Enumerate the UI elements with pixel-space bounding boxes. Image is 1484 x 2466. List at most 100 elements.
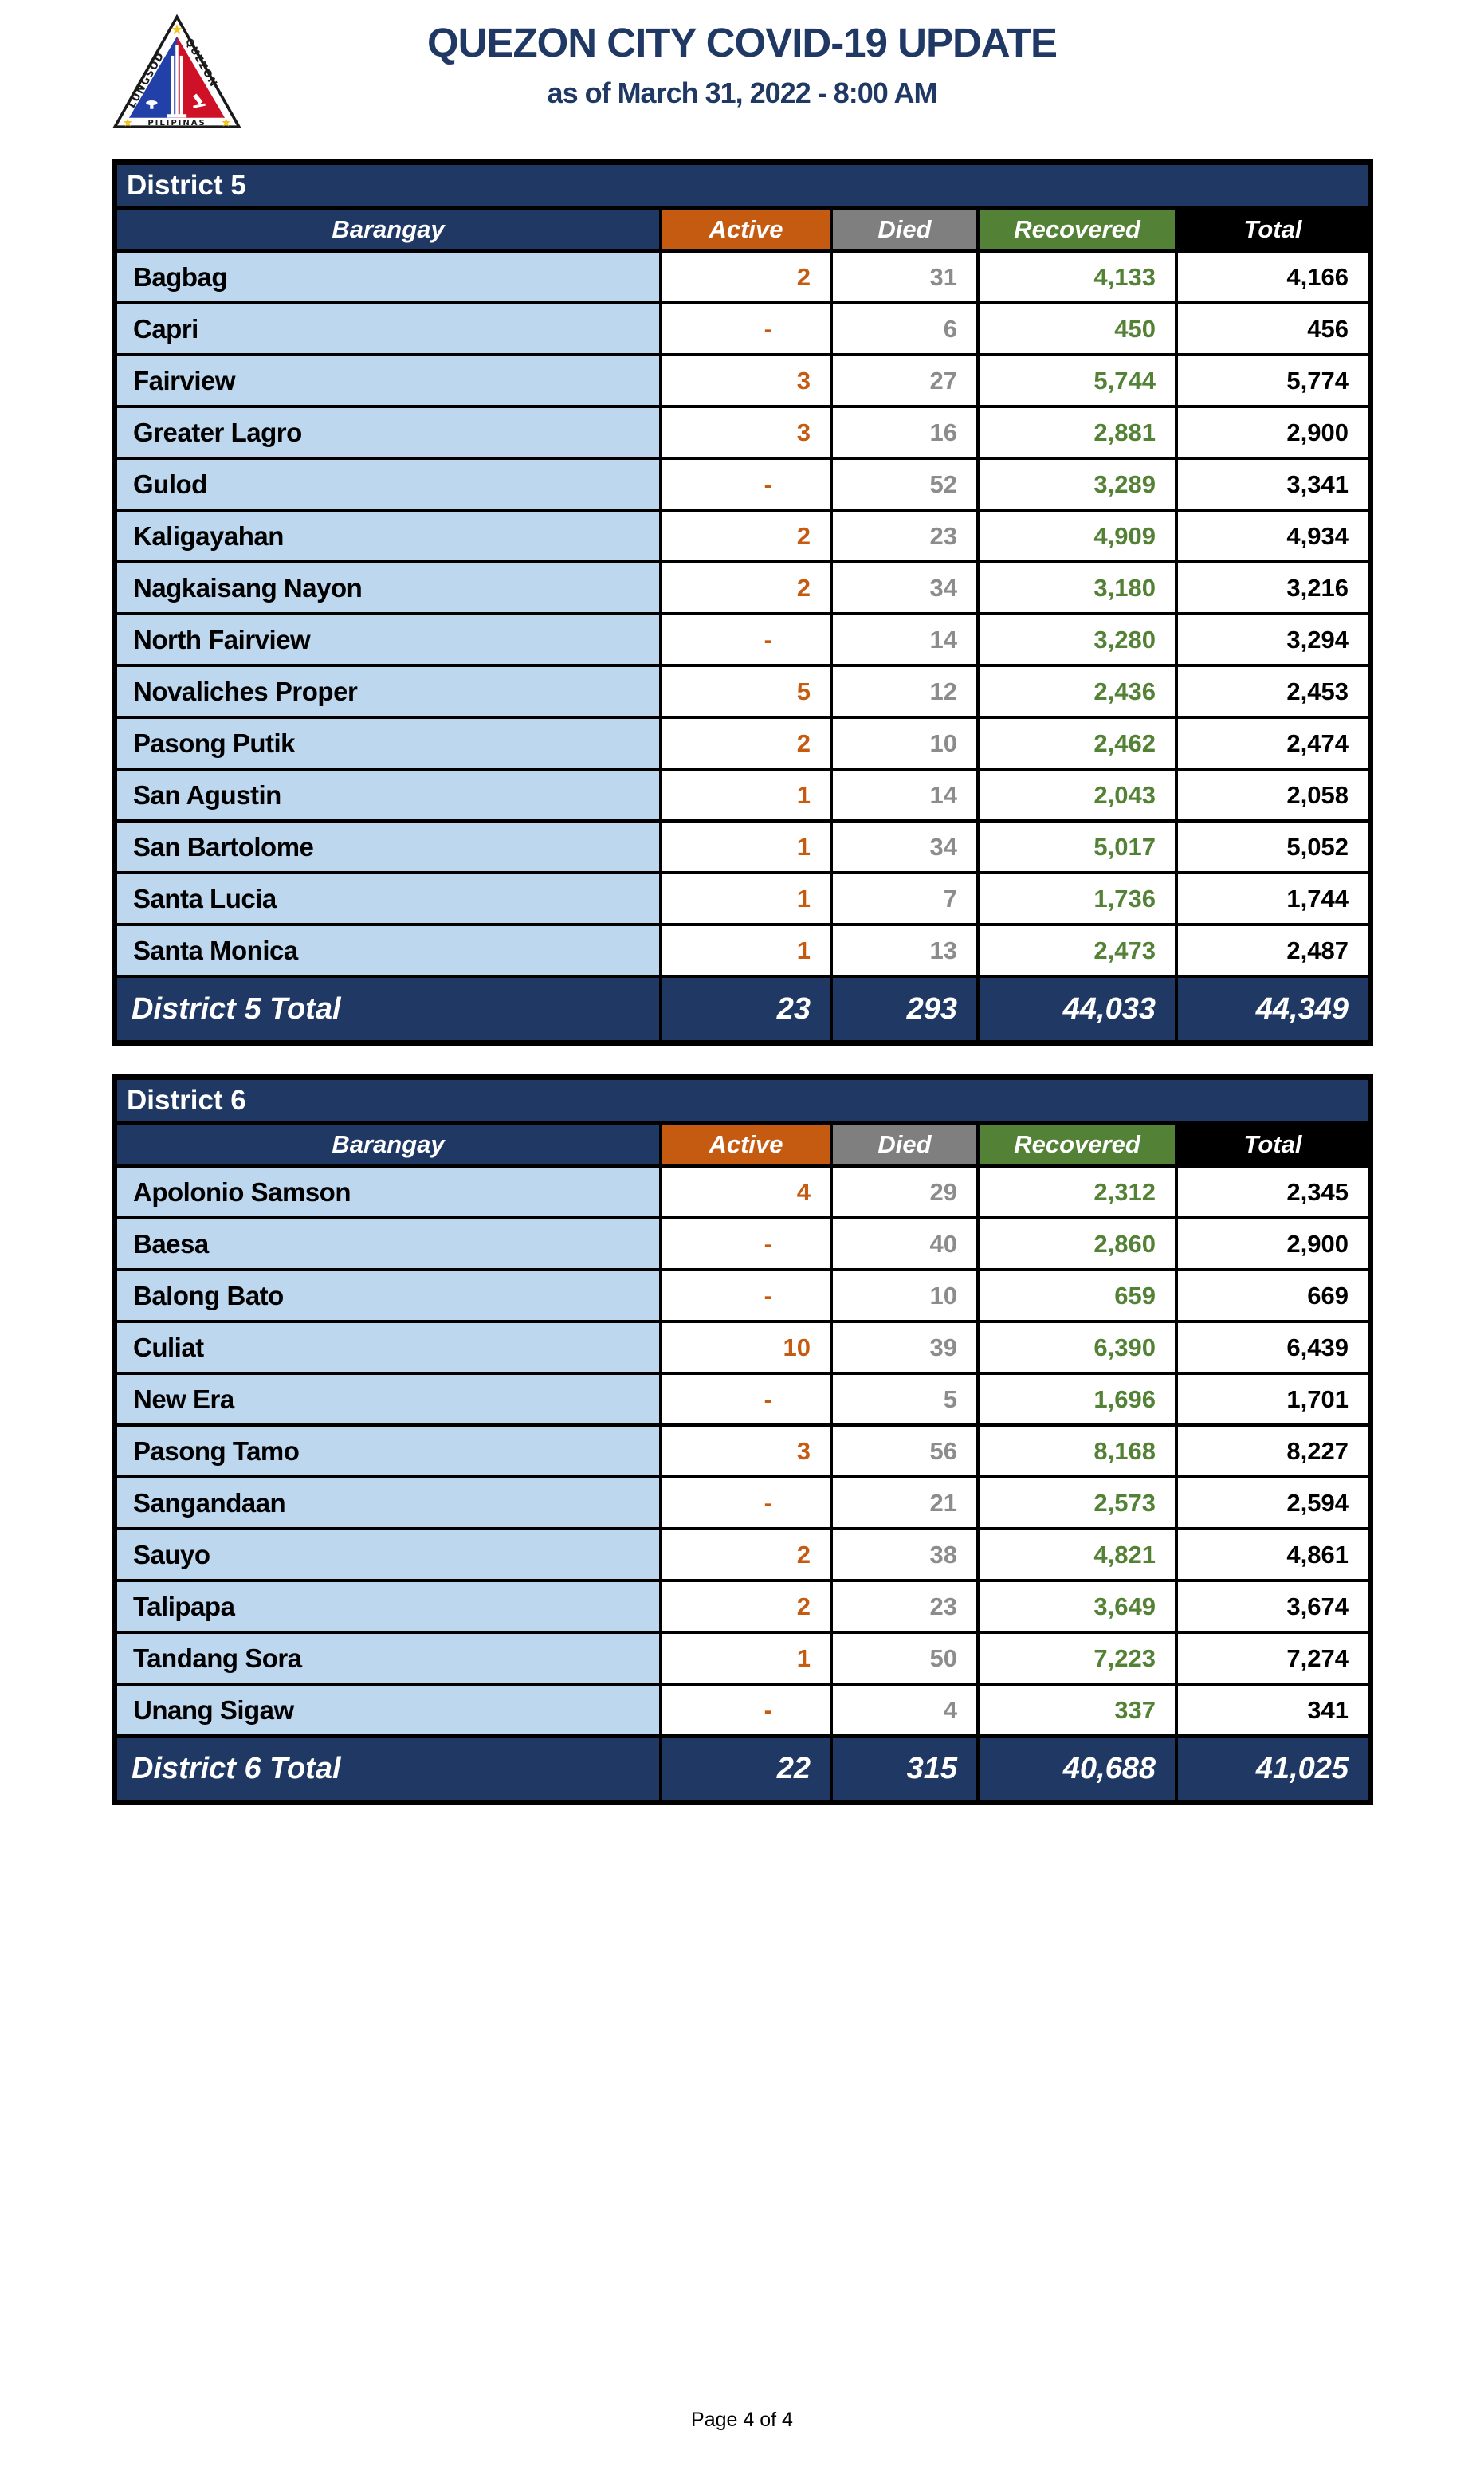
total-cell: 4,934 bbox=[1178, 512, 1368, 560]
barangay-cell: Apolonio Samson bbox=[117, 1168, 659, 1216]
died-cell: 13 bbox=[833, 926, 976, 975]
recovered-cell: 3,280 bbox=[980, 615, 1175, 664]
district-total-row: District 6 Total 22 315 40,688 41,025 bbox=[117, 1738, 1368, 1800]
table-row: Gulod - 52 3,289 3,341 bbox=[117, 460, 1368, 509]
total-cell: 5,052 bbox=[1178, 823, 1368, 871]
column-header-barangay: Barangay bbox=[117, 1125, 659, 1164]
district-title: District 5 bbox=[117, 165, 1368, 206]
died-cell: 4 bbox=[833, 1686, 976, 1734]
total-cell: 4,166 bbox=[1178, 253, 1368, 301]
active-cell: 1 bbox=[662, 874, 830, 923]
lamp-base bbox=[150, 104, 154, 109]
died-cell: 14 bbox=[833, 771, 976, 819]
active-cell: 2 bbox=[662, 563, 830, 612]
recovered-cell: 2,436 bbox=[980, 667, 1175, 716]
active-cell: - bbox=[662, 1219, 830, 1268]
total-cell: 341 bbox=[1178, 1686, 1368, 1734]
table-row: Sangandaan - 21 2,573 2,594 bbox=[117, 1478, 1368, 1527]
active-cell: 1 bbox=[662, 823, 830, 871]
barangay-cell: San Bartolome bbox=[117, 823, 659, 871]
table-row: Bagbag 2 31 4,133 4,166 bbox=[117, 253, 1368, 301]
active-cell: - bbox=[662, 615, 830, 664]
table-row: North Fairview - 14 3,280 3,294 bbox=[117, 615, 1368, 664]
active-cell: - bbox=[662, 1375, 830, 1423]
active-cell: 3 bbox=[662, 356, 830, 405]
page-title: QUEZON CITY COVID-19 UPDATE bbox=[426, 20, 1058, 65]
died-cell: 23 bbox=[833, 512, 976, 560]
barangay-cell: Tandang Sora bbox=[117, 1634, 659, 1683]
died-cell: 12 bbox=[833, 667, 976, 716]
star-right-icon: ★ bbox=[221, 116, 231, 129]
recovered-cell: 450 bbox=[980, 304, 1175, 353]
total-cell: 2,594 bbox=[1178, 1478, 1368, 1527]
active-cell: 1 bbox=[662, 771, 830, 819]
died-cell: 34 bbox=[833, 563, 976, 612]
total-cell: 1,701 bbox=[1178, 1375, 1368, 1423]
barangay-cell: Nagkaisang Nayon bbox=[117, 563, 659, 612]
table-row: Sauyo 2 38 4,821 4,861 bbox=[117, 1530, 1368, 1579]
district-total-row: District 5 Total 23 293 44,033 44,349 bbox=[117, 978, 1368, 1040]
district-total-recovered: 40,688 bbox=[980, 1738, 1175, 1800]
active-cell: - bbox=[662, 304, 830, 353]
column-header-row: Barangay Active Died Recovered Total bbox=[117, 210, 1368, 249]
died-cell: 21 bbox=[833, 1478, 976, 1527]
active-cell: - bbox=[662, 460, 830, 509]
qc-seal-logo: ★ ★ ★ LUNGSOD QUEZON PILIPINAS bbox=[112, 14, 241, 129]
barangay-cell: North Fairview bbox=[117, 615, 659, 664]
died-cell: 27 bbox=[833, 356, 976, 405]
lamp-glyph bbox=[146, 100, 158, 106]
active-cell: 5 bbox=[662, 667, 830, 716]
recovered-cell: 7,223 bbox=[980, 1634, 1175, 1683]
died-cell: 31 bbox=[833, 253, 976, 301]
table-row: Kaligayahan 2 23 4,909 4,934 bbox=[117, 512, 1368, 560]
died-cell: 38 bbox=[833, 1530, 976, 1579]
recovered-cell: 5,744 bbox=[980, 356, 1175, 405]
active-cell: 1 bbox=[662, 926, 830, 975]
table-row: Fairview 3 27 5,744 5,774 bbox=[117, 356, 1368, 405]
died-cell: 40 bbox=[833, 1219, 976, 1268]
seal-word-pilipinas: PILIPINAS bbox=[147, 119, 206, 128]
barangay-cell: Novaliches Proper bbox=[117, 667, 659, 716]
column-header-recovered: Recovered bbox=[980, 1125, 1175, 1164]
seal-red-half bbox=[177, 36, 226, 118]
active-cell: 2 bbox=[662, 1582, 830, 1631]
column-header-row: Barangay Active Died Recovered Total bbox=[117, 1125, 1368, 1164]
total-cell: 2,487 bbox=[1178, 926, 1368, 975]
table-row: Balong Bato - 10 659 669 bbox=[117, 1271, 1368, 1320]
total-cell: 2,453 bbox=[1178, 667, 1368, 716]
recovered-cell: 2,573 bbox=[980, 1478, 1175, 1527]
active-cell: 4 bbox=[662, 1168, 830, 1216]
active-cell: 2 bbox=[662, 1530, 830, 1579]
recovered-cell: 4,821 bbox=[980, 1530, 1175, 1579]
gavel-handle bbox=[193, 103, 206, 108]
recovered-cell: 6,390 bbox=[980, 1323, 1175, 1372]
district-total-died: 315 bbox=[833, 1738, 976, 1800]
died-cell: 7 bbox=[833, 874, 976, 923]
recovered-cell: 2,473 bbox=[980, 926, 1175, 975]
barangay-cell: Santa Lucia bbox=[117, 874, 659, 923]
table-row: Apolonio Samson 4 29 2,312 2,345 bbox=[117, 1168, 1368, 1216]
district-total-active: 22 bbox=[662, 1738, 830, 1800]
barangay-cell: Sangandaan bbox=[117, 1478, 659, 1527]
total-cell: 3,674 bbox=[1178, 1582, 1368, 1631]
barangay-cell: Santa Monica bbox=[117, 926, 659, 975]
died-cell: 10 bbox=[833, 719, 976, 768]
recovered-cell: 1,696 bbox=[980, 1375, 1175, 1423]
page-subtitle: as of March 31, 2022 - 8:00 AM bbox=[547, 77, 938, 109]
total-cell: 1,744 bbox=[1178, 874, 1368, 923]
barangay-cell: San Agustin bbox=[117, 771, 659, 819]
recovered-cell: 337 bbox=[980, 1686, 1175, 1734]
total-cell: 2,900 bbox=[1178, 408, 1368, 457]
table-row: Tandang Sora 1 50 7,223 7,274 bbox=[117, 1634, 1368, 1683]
table-row: Culiat 10 39 6,390 6,439 bbox=[117, 1323, 1368, 1372]
recovered-cell: 3,289 bbox=[980, 460, 1175, 509]
table-row: Talipapa 2 23 3,649 3,674 bbox=[117, 1582, 1368, 1631]
active-cell: 2 bbox=[662, 512, 830, 560]
district-total-label: District 6 Total bbox=[117, 1738, 659, 1800]
recovered-cell: 8,168 bbox=[980, 1427, 1175, 1475]
barangay-cell: Pasong Tamo bbox=[117, 1427, 659, 1475]
district-5-table: District 5 Barangay Active Died Recovered Tot… bbox=[112, 159, 1373, 1046]
column-header-died: Died bbox=[833, 1125, 976, 1164]
barangay-cell: Bagbag bbox=[117, 253, 659, 301]
